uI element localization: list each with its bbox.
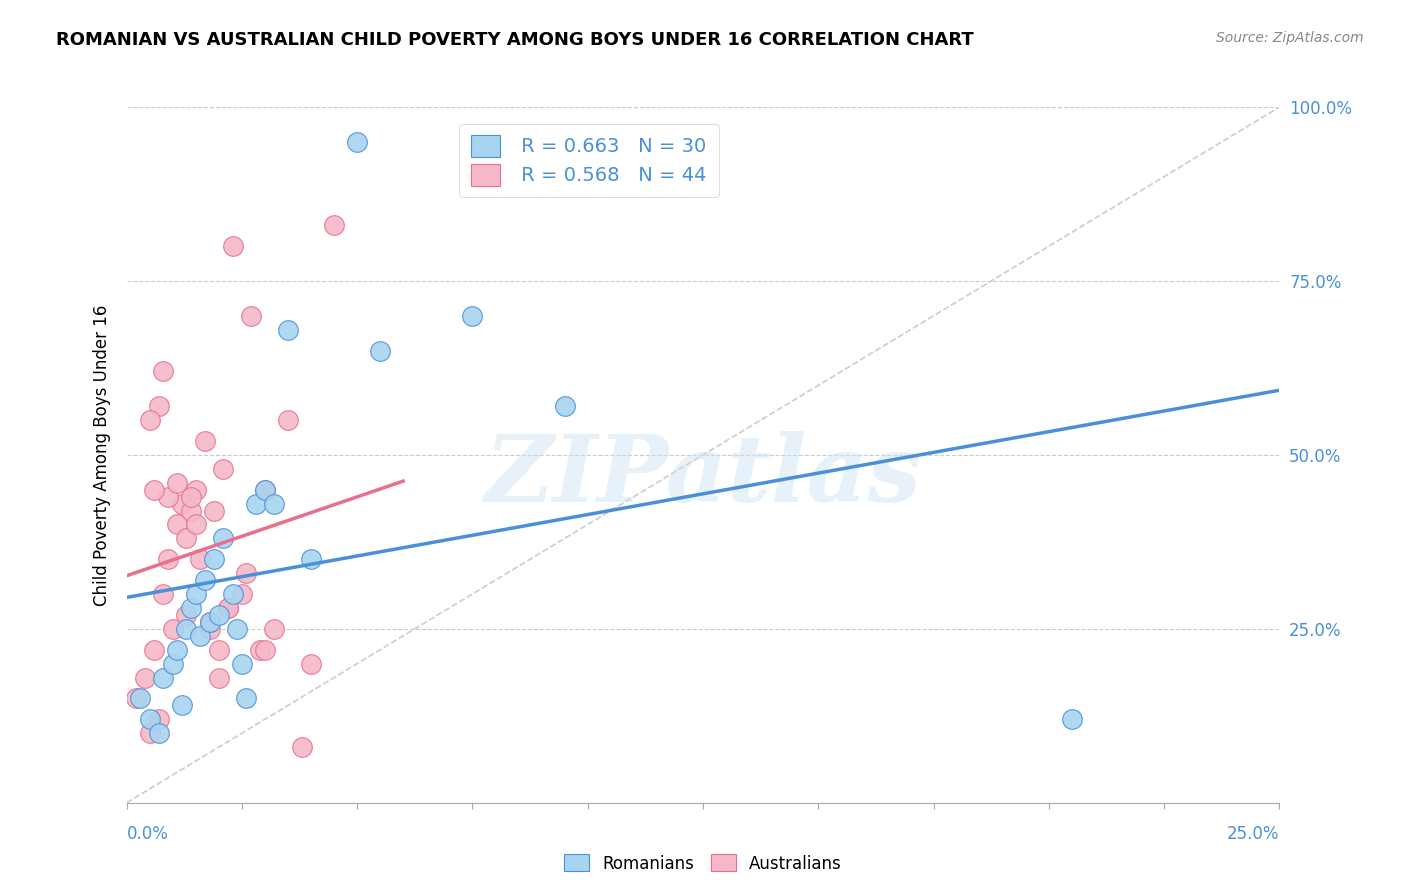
Point: [194, 573, 217, 587]
Text: Source: ZipAtlas.com: Source: ZipAtlas.com: [1216, 31, 1364, 45]
Point: [138, 413, 160, 427]
Text: 25.0%: 25.0%: [1227, 825, 1279, 843]
Point: [202, 552, 225, 566]
Point: [170, 497, 193, 511]
Point: [217, 601, 239, 615]
Point: [166, 475, 188, 490]
Point: [263, 622, 285, 636]
Point: [461, 309, 484, 323]
Point: [152, 364, 174, 378]
Point: [368, 343, 391, 358]
Legend: Romanians, Australians: Romanians, Australians: [557, 847, 849, 880]
Point: [176, 532, 198, 546]
Point: [125, 691, 148, 706]
Point: [170, 698, 193, 713]
Point: [253, 642, 276, 657]
Point: [143, 642, 166, 657]
Point: [166, 517, 188, 532]
Point: [148, 726, 170, 740]
Point: [212, 462, 235, 476]
Point: [291, 740, 314, 755]
Point: [277, 413, 299, 427]
Point: [134, 671, 156, 685]
Point: [226, 622, 249, 636]
Point: [245, 497, 267, 511]
Point: [212, 532, 235, 546]
Point: [176, 607, 198, 622]
Point: [277, 323, 299, 337]
Point: [188, 629, 211, 643]
Point: [184, 587, 207, 601]
Legend:  R = 0.663   N = 30,  R = 0.568   N = 44: R = 0.663 N = 30, R = 0.568 N = 44: [460, 124, 718, 197]
Point: [240, 309, 263, 323]
Point: [138, 712, 160, 726]
Point: [157, 490, 180, 504]
Point: [194, 434, 217, 448]
Point: [143, 483, 166, 497]
Point: [129, 691, 152, 706]
Text: 0.0%: 0.0%: [127, 825, 169, 843]
Point: [162, 622, 184, 636]
Point: [235, 691, 257, 706]
Point: [231, 657, 253, 671]
Point: [157, 552, 180, 566]
Point: [554, 399, 576, 413]
Point: [231, 587, 253, 601]
Point: [208, 607, 231, 622]
Point: [249, 642, 271, 657]
Point: [253, 483, 276, 497]
Text: ZIPatlas: ZIPatlas: [485, 431, 921, 521]
Point: [138, 726, 160, 740]
Point: [152, 587, 174, 601]
Point: [323, 219, 346, 233]
Point: [166, 642, 188, 657]
Point: [299, 657, 322, 671]
Point: [152, 671, 174, 685]
Y-axis label: Child Poverty Among Boys Under 16: Child Poverty Among Boys Under 16: [93, 304, 111, 606]
Point: [208, 642, 231, 657]
Point: [198, 622, 221, 636]
Point: [263, 497, 285, 511]
Point: [198, 615, 221, 629]
Point: [299, 552, 322, 566]
Point: [180, 601, 202, 615]
Point: [221, 239, 243, 253]
Point: [180, 490, 202, 504]
Point: [208, 671, 231, 685]
Point: [148, 712, 170, 726]
Point: [162, 657, 184, 671]
Point: [188, 552, 211, 566]
Point: [148, 399, 170, 413]
Point: [176, 622, 198, 636]
Point: [346, 135, 368, 149]
Point: [235, 566, 257, 581]
Point: [221, 587, 243, 601]
Point: [202, 503, 225, 517]
Point: [217, 601, 239, 615]
Point: [198, 615, 221, 629]
Point: [184, 483, 207, 497]
Point: [180, 503, 202, 517]
Point: [253, 483, 276, 497]
Point: [1060, 712, 1083, 726]
Point: [184, 517, 207, 532]
Text: ROMANIAN VS AUSTRALIAN CHILD POVERTY AMONG BOYS UNDER 16 CORRELATION CHART: ROMANIAN VS AUSTRALIAN CHILD POVERTY AMO…: [56, 31, 974, 49]
